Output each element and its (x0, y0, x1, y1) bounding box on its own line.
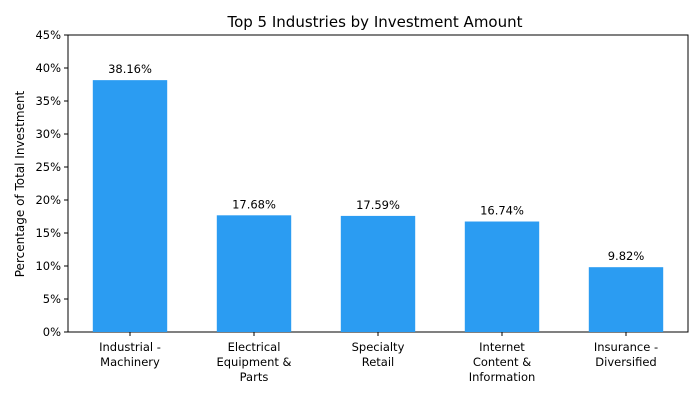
x-tick-label: Industrial -Machinery (99, 340, 161, 369)
data-label: 16.74% (480, 204, 524, 218)
y-axis-label: Percentage of Total Investment (13, 90, 27, 277)
y-tick-label: 35% (35, 94, 61, 108)
chart-title: Top 5 Industries by Investment Amount (226, 13, 522, 31)
bar (464, 221, 540, 332)
x-tick-label: Electrical Equipment & Parts (216, 340, 291, 384)
data-label: 38.16% (108, 62, 152, 76)
bar (588, 267, 664, 332)
bar (340, 215, 416, 332)
bar (216, 215, 292, 332)
x-tick-label: Insurance -Diversified (594, 340, 658, 369)
y-tick-label: 45% (35, 28, 61, 42)
y-tick-label: 25% (35, 160, 61, 174)
x-tick-label: Specialty Retail (352, 340, 405, 369)
bar (92, 80, 168, 332)
data-label: 17.68% (232, 197, 276, 211)
y-tick-label: 15% (35, 226, 61, 240)
data-label: 9.82% (608, 249, 645, 263)
y-tick-label: 40% (35, 61, 61, 75)
data-label: 17.59% (356, 198, 400, 212)
y-tick-label: 20% (35, 193, 61, 207)
plot-area: 0% 5% 10% 15% 20% 25% 30% 35% 40% 45% 38.16% Indust… (35, 28, 689, 384)
x-tick-label: Internet Content & Information (469, 340, 536, 384)
y-tick-label: 5% (43, 292, 61, 306)
y-tick-label: 10% (35, 259, 61, 273)
y-tick-label: 0% (43, 325, 61, 339)
y-tick-label: 30% (35, 127, 61, 141)
